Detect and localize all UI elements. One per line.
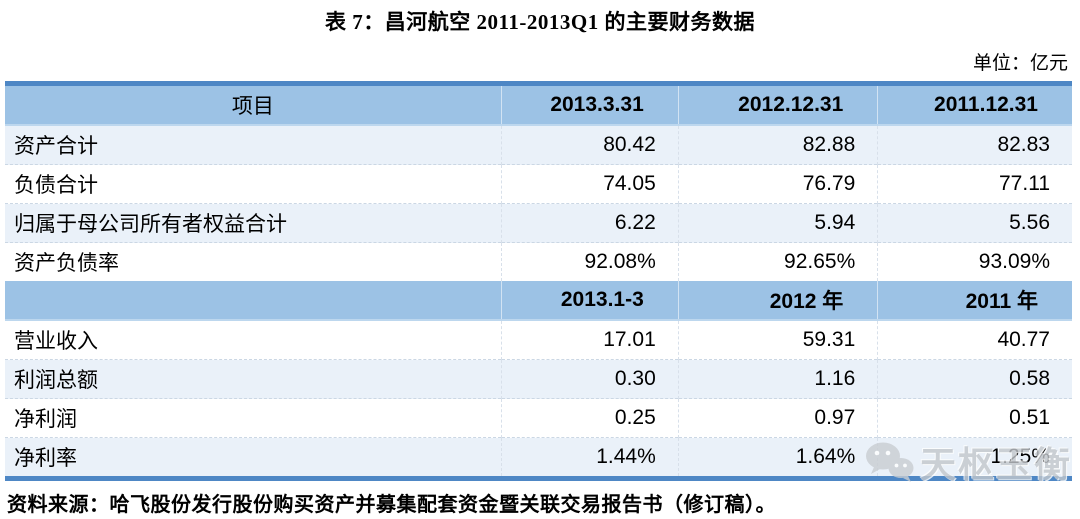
value-cell: 40.77: [877, 319, 1072, 360]
row-label: 负债合计: [5, 164, 502, 204]
unit-label: 单位：亿元: [972, 53, 1068, 74]
row-label: 资产合计: [5, 124, 502, 165]
column-header-item: 项目: [5, 83, 502, 126]
value-cell: 0.51: [877, 398, 1072, 438]
row-label: 净利润: [5, 398, 502, 438]
table-row-total-profit: 利润总额 0.30 1.16 0.58: [5, 359, 1072, 399]
table-row-parent-equity: 归属于母公司所有者权益合计 6.22 5.94 5.56: [5, 203, 1072, 243]
value-cell: 59.31: [677, 319, 878, 360]
source-note: 资料来源：哈飞股份发行股份购买资产并募集配套资金暨关联交易报告书（修订稿）。: [7, 494, 776, 516]
value-cell: 77.11: [877, 164, 1072, 204]
value-cell: 5.94: [677, 203, 878, 243]
value-cell: 1.25%: [877, 437, 1072, 479]
row-label: 资产负债率: [5, 242, 502, 281]
value-cell: 92.65%: [677, 242, 878, 281]
value-cell: 0.30: [500, 359, 679, 399]
value-cell: 92.08%: [500, 242, 679, 281]
table-row-total-assets: 资产合计 80.42 82.88 82.83: [5, 124, 1072, 165]
column-header-2012-year: 2012 年: [677, 281, 878, 321]
table-row-net-margin: 净利率 1.44% 1.64% 1.25%: [5, 437, 1072, 479]
table-title: 表 7：昌河航空 2011-2013Q1 的主要财务数据: [325, 10, 755, 34]
column-header-blank: [5, 281, 502, 321]
table-row-operating-revenue: 营业收入 17.01 59.31 40.77: [5, 319, 1072, 360]
column-header-2013-3-31: 2013.3.31: [500, 83, 679, 126]
value-cell: 74.05: [500, 164, 679, 204]
column-header-2011-12-31: 2011.12.31: [877, 83, 1072, 126]
value-cell: 1.44%: [500, 437, 679, 479]
table-row-net-profit: 净利润 0.25 0.97 0.51: [5, 398, 1072, 438]
value-cell: 0.25: [500, 398, 679, 438]
row-label: 归属于母公司所有者权益合计: [5, 203, 502, 243]
financial-table: 项目 2013.3.31 2012.12.31 2011.12.31 资产合计 …: [5, 81, 1072, 481]
column-header-2012-12-31: 2012.12.31: [677, 83, 878, 126]
column-header-2011-year: 2011 年: [877, 281, 1072, 321]
value-cell: 1.64%: [677, 437, 878, 479]
row-label: 净利率: [5, 437, 502, 479]
value-cell: 5.56: [877, 203, 1072, 243]
row-label: 利润总额: [5, 359, 502, 399]
table-row-total-liabilities: 负债合计 74.05 76.79 77.11: [5, 164, 1072, 204]
value-cell: 93.09%: [877, 242, 1072, 281]
value-cell: 0.58: [877, 359, 1072, 399]
value-cell: 76.79: [677, 164, 878, 204]
row-label: 营业收入: [5, 319, 502, 360]
header-row-income-statement: 2013.1-3 2012 年 2011 年: [5, 281, 1072, 321]
value-cell: 80.42: [500, 124, 679, 165]
value-cell: 17.01: [500, 319, 679, 360]
value-cell: 82.88: [677, 124, 878, 165]
value-cell: 6.22: [500, 203, 679, 243]
value-cell: 1.16: [677, 359, 878, 399]
value-cell: 82.83: [877, 124, 1072, 165]
value-cell: 0.97: [677, 398, 878, 438]
table-row-debt-ratio: 资产负债率 92.08% 92.65% 93.09%: [5, 242, 1072, 281]
header-row-balance-sheet: 项目 2013.3.31 2012.12.31 2011.12.31: [5, 83, 1072, 126]
column-header-2013-1-3: 2013.1-3: [500, 281, 679, 321]
